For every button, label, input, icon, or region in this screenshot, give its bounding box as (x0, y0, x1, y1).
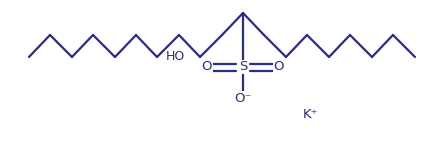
Text: S: S (239, 61, 247, 74)
Text: HO: HO (166, 51, 185, 64)
Text: O⁻: O⁻ (234, 91, 252, 105)
Text: O: O (202, 61, 212, 74)
Text: K⁺: K⁺ (302, 108, 318, 122)
Text: O: O (274, 61, 284, 74)
